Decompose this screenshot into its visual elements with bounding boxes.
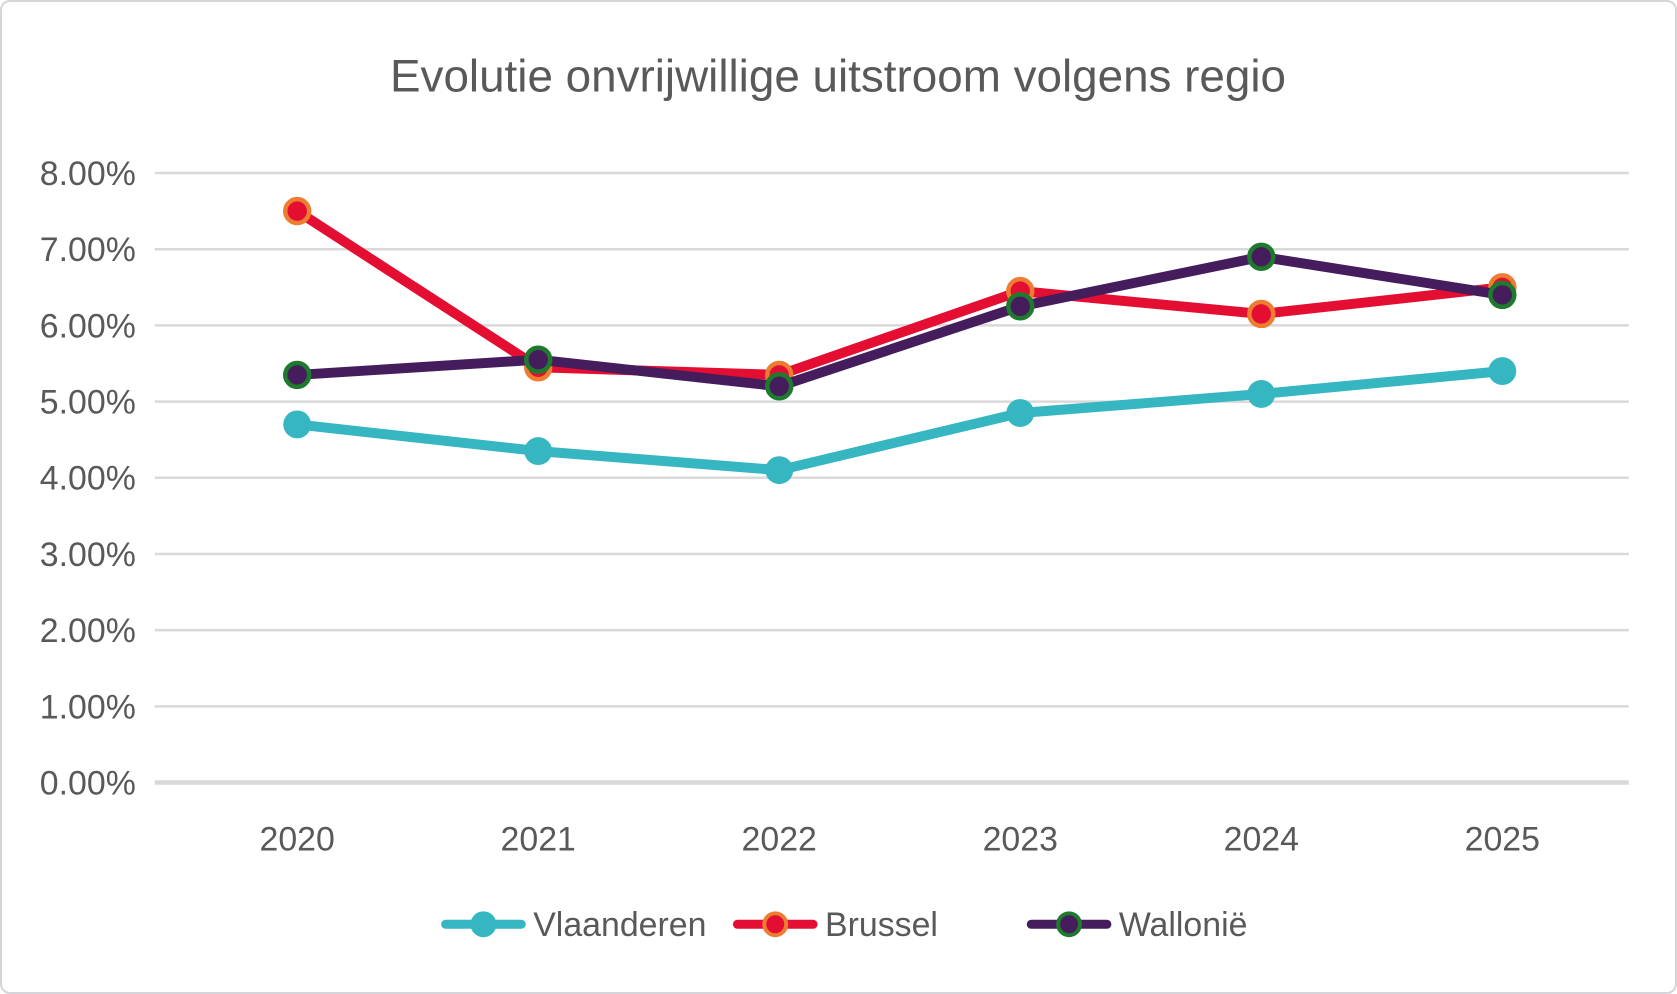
legend-label: Wallonië [1119,906,1248,944]
legend-marker [1056,911,1083,938]
data-point-walloni--2022 [765,372,794,401]
data-point-brussel-2024 [1247,299,1276,329]
y-tick-label: 5.00% [40,384,136,422]
grid-layer [154,171,1629,785]
legend-label: Vlaanderen [533,906,706,944]
x-tick-label: 2021 [501,821,576,859]
y-tick-label: 4.00% [40,460,136,498]
x-tick-label: 2020 [260,821,335,859]
data-point-brussel-2020 [282,196,312,226]
legend-marker [762,911,789,938]
chart-title: Evolutie onvrijwillige uitstroom volgens… [390,51,1286,102]
legend-item-brussel: Brussel [732,906,938,944]
data-point-vlaanderen-2023 [1006,399,1035,427]
y-tick-label: 3.00% [40,536,136,574]
data-point-vlaanderen-2022 [765,456,794,485]
legend-item-vlaanderen: Vlaanderen [441,906,706,944]
y-tick-label: 0.00% [40,764,136,802]
x-tick-label: 2023 [983,821,1058,859]
data-point-walloni--2025 [1488,280,1517,310]
data-point-walloni--2020 [282,360,312,390]
y-tick-label: 2.00% [40,612,136,650]
series-line-brussel [292,206,1508,380]
y-tick-label: 1.00% [40,688,136,726]
data-point-vlaanderen-2020 [283,410,312,439]
series-layer [282,196,1517,485]
y-tick-label: 7.00% [40,231,136,269]
y-tick-label: 6.00% [40,307,136,345]
x-tick-label: 2024 [1224,821,1299,859]
y-tick-label: 8.00% [40,155,136,193]
series-line-walloni- [292,251,1508,392]
legend-marker [470,911,497,938]
data-point-walloni--2021 [524,345,553,374]
data-point-vlaanderen-2025 [1488,357,1517,386]
data-point-walloni--2023 [1006,292,1035,321]
data-point-walloni--2024 [1247,242,1276,272]
data-point-vlaanderen-2021 [524,437,553,466]
legend-item-walloni-: Wallonië [1026,906,1248,944]
legend: Vlaanderen Brussel Wallonië [441,906,1248,944]
legend-label: Brussel [825,906,938,944]
x-tick-label: 2022 [742,821,817,859]
series-line-vlaanderen [292,366,1508,476]
x-tick-label: 2025 [1465,821,1540,859]
data-point-vlaanderen-2024 [1247,380,1276,408]
axis-layer: 0.00% 1.00% 2.00% 3.00% 4.00% 5.00% 6.00% 7.00%… [40,155,1540,859]
